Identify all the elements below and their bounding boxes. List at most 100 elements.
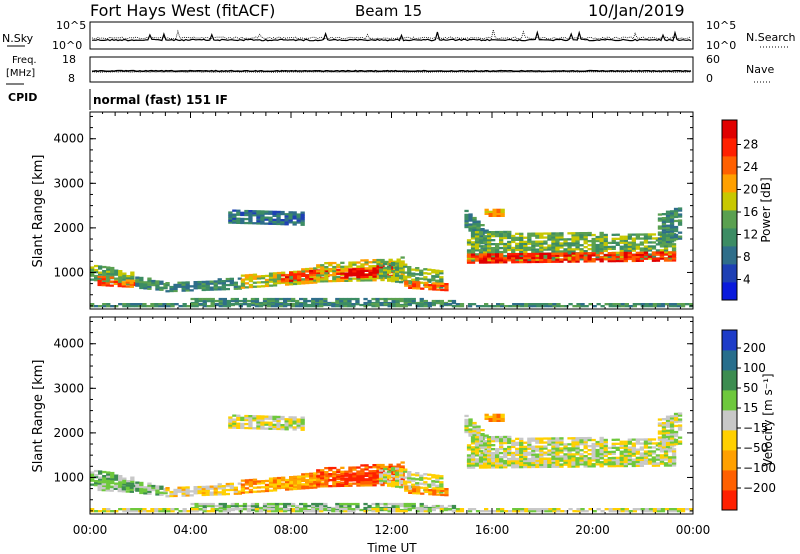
velocity-cell [583, 445, 588, 448]
velocity-cell [300, 424, 305, 427]
colorbar-swatch [722, 120, 737, 139]
velocity-cell [315, 502, 320, 506]
power-cell [612, 305, 617, 308]
power-cell [527, 236, 532, 239]
velocity-cell [483, 456, 488, 459]
velocity-cell [470, 448, 476, 451]
velocity-cell [293, 478, 298, 481]
velocity-cell [262, 508, 268, 512]
power-cell [579, 234, 584, 237]
power-cell [539, 250, 544, 253]
velocity-cell [608, 510, 613, 513]
velocity-cell [659, 458, 665, 461]
velocity-cell [627, 452, 632, 455]
power-cell [468, 213, 473, 216]
colorbar-tick-label: 8 [743, 250, 751, 264]
velocity-cell [90, 475, 95, 478]
velocity-cell [335, 510, 340, 513]
power-cell [348, 274, 353, 277]
power-cell [270, 297, 276, 301]
velocity-cell [539, 465, 544, 469]
velocity-cell [644, 508, 650, 511]
power-cell [324, 268, 329, 271]
velocity-cell [575, 445, 580, 448]
velocity-cell [407, 477, 412, 480]
power-cell [591, 241, 596, 245]
power-cell [319, 305, 324, 308]
power-cell [139, 276, 144, 280]
velocity-cell [487, 456, 492, 459]
velocity-cell [671, 452, 677, 455]
power-cell [403, 277, 408, 280]
velocity-cell [266, 504, 272, 508]
power-cell [395, 274, 400, 277]
power-cell [201, 280, 206, 284]
power-cell [264, 218, 269, 221]
velocity-cell [607, 446, 612, 450]
velocity-cell [280, 424, 285, 427]
power-cell [431, 269, 436, 272]
power-cell [388, 262, 393, 265]
velocity-cell [495, 435, 500, 439]
velocity-cell [583, 455, 588, 458]
velocity-cell [324, 467, 329, 470]
velocity-cell [230, 504, 235, 508]
power-cell [648, 303, 654, 306]
velocity-cell [205, 489, 210, 492]
power-cell [665, 236, 671, 239]
power-cell [292, 211, 297, 214]
velocity-cell [655, 456, 661, 459]
velocity-cell [344, 484, 349, 487]
nsky-tick-top: 10^5 [56, 19, 86, 32]
power-cell [408, 284, 413, 287]
velocity-cell [673, 424, 679, 428]
velocity-cell [232, 424, 237, 427]
velocity-cell [297, 487, 302, 490]
power-cell [222, 299, 227, 303]
power-cell [491, 231, 496, 234]
velocity-cell [500, 419, 505, 422]
power-cell [272, 220, 277, 223]
power-cell [552, 305, 557, 308]
power-cell [507, 236, 512, 240]
power-cell [94, 264, 99, 268]
velocity-cell [443, 508, 449, 511]
power-cell [519, 240, 524, 243]
power-cell [487, 261, 492, 264]
power-cell [415, 269, 420, 272]
power-cell [647, 245, 653, 248]
power-cell [571, 234, 576, 237]
velocity-cell [611, 444, 616, 447]
power-cell [519, 250, 524, 253]
velocity-cell [391, 469, 396, 472]
power-cell [673, 209, 679, 213]
power-cell [531, 240, 536, 243]
power-cell [500, 208, 505, 211]
y-tick-label: 3000 [53, 176, 84, 190]
power-cell [355, 299, 360, 303]
power-cell [419, 305, 424, 308]
velocity-cell [576, 510, 581, 513]
velocity-cell [611, 442, 616, 445]
power-cell [603, 245, 608, 249]
velocity-cell [459, 508, 465, 511]
velocity-cell [599, 465, 604, 468]
power-cell [531, 254, 536, 258]
velocity-cell [488, 419, 493, 422]
power-cell [543, 236, 548, 239]
power-cell [225, 287, 230, 291]
velocity-cell [660, 508, 666, 511]
power-cell [375, 303, 380, 306]
power-cell [189, 289, 194, 292]
power-cell [284, 223, 289, 226]
power-cell [266, 305, 272, 308]
velocity-cell [427, 510, 432, 513]
power-cell [472, 218, 477, 222]
y-tick-label: 2000 [53, 426, 84, 440]
power-cell [647, 247, 653, 250]
power-cell [289, 277, 294, 280]
velocity-cell [214, 508, 219, 511]
power-cell [109, 276, 114, 279]
velocity-cell [575, 465, 580, 468]
velocity-cell [264, 427, 269, 430]
